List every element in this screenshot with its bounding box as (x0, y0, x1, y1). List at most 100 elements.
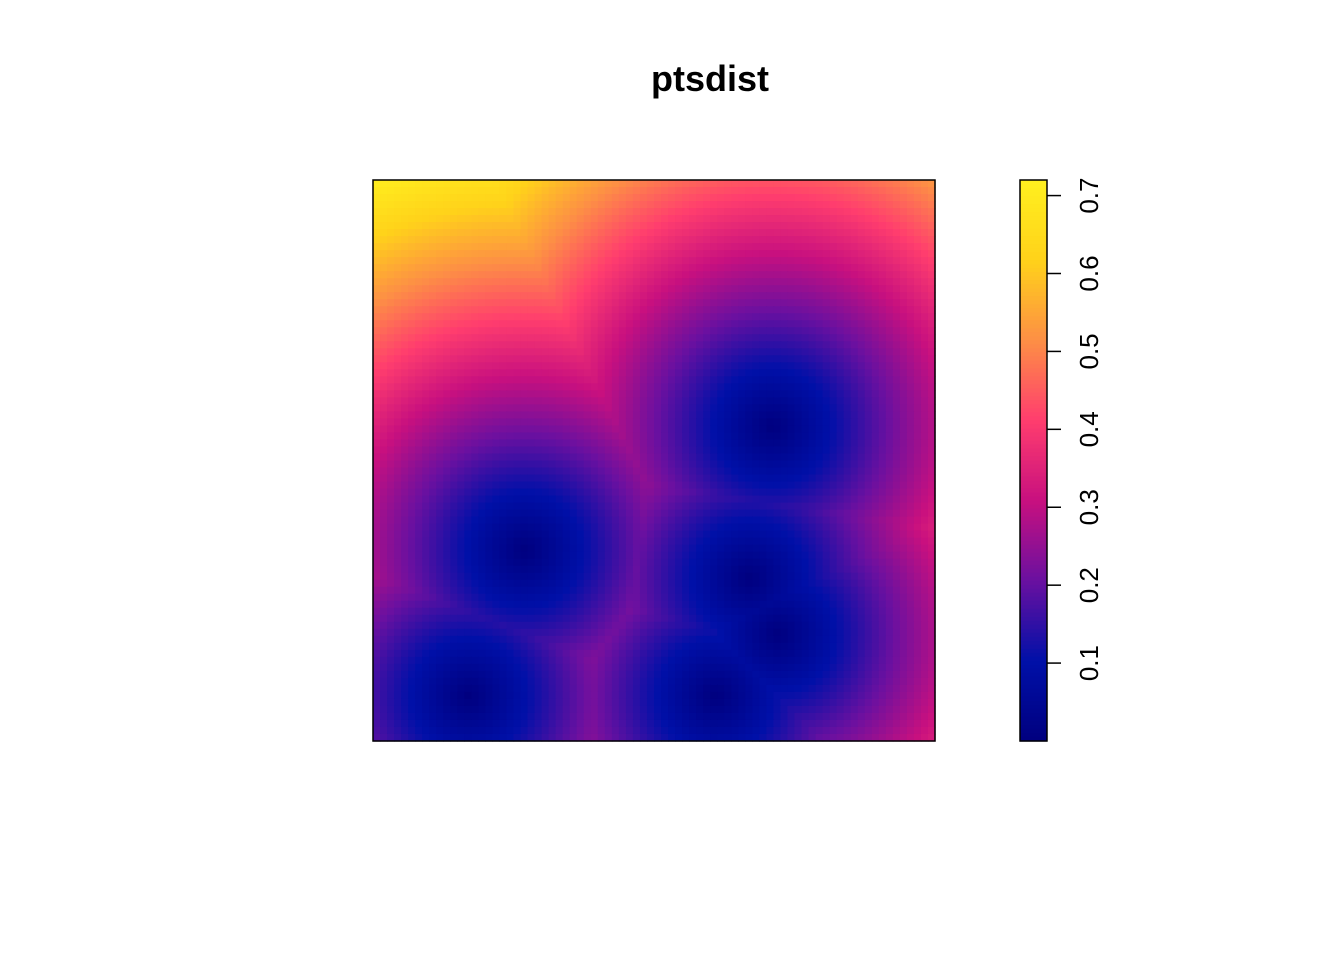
heatmap-cell (373, 306, 381, 314)
heatmap-cell (415, 215, 423, 223)
heatmap-cell (450, 495, 458, 504)
heatmap-cell (541, 264, 550, 272)
heatmap-cell (541, 320, 550, 328)
heatmap-cell (422, 460, 430, 469)
heatmap-cell (548, 607, 557, 616)
heatmap-cell (801, 516, 810, 525)
heatmap-cell (920, 285, 929, 293)
heatmap-cell (808, 467, 817, 476)
heatmap-cell (808, 453, 817, 462)
heatmap-cell (822, 201, 831, 209)
heatmap-cell (520, 285, 529, 293)
heatmap-cell (478, 439, 487, 448)
heatmap-cell (773, 355, 782, 363)
heatmap-cell (885, 530, 894, 539)
heatmap-cell (597, 488, 606, 497)
heatmap-cell (689, 565, 697, 574)
heatmap-cell (682, 180, 690, 188)
heatmap-cell (654, 544, 662, 553)
heatmap-cell (415, 509, 423, 518)
heatmap-cell (808, 502, 817, 511)
heatmap-cell (892, 516, 901, 525)
heatmap-cell (471, 348, 479, 356)
heatmap-cell (745, 243, 753, 251)
heatmap-cell (387, 579, 395, 588)
heatmap-cell (541, 537, 550, 546)
heatmap-cell (429, 250, 437, 258)
heatmap-cell (878, 348, 887, 356)
heatmap-cell (590, 516, 599, 525)
heatmap-cell (696, 250, 704, 258)
heatmap-cell (850, 418, 859, 427)
heatmap-cell (752, 264, 760, 272)
heatmap-cell (731, 194, 739, 202)
heatmap-cell (506, 306, 515, 314)
heatmap-cell (654, 439, 662, 448)
heatmap-cell (710, 320, 718, 328)
heatmap-cell (731, 551, 739, 560)
heatmap-cell (576, 446, 585, 455)
heatmap-cell (738, 600, 746, 609)
heatmap-cell (492, 453, 501, 462)
heatmap-cell (850, 425, 859, 434)
heatmap-cell (555, 614, 564, 623)
heatmap-cell (920, 523, 929, 532)
heatmap-cell (506, 404, 515, 413)
heatmap-cell (380, 264, 388, 272)
heatmap-cell (752, 600, 760, 609)
heatmap-cell (661, 355, 669, 363)
heatmap-cell (478, 306, 487, 314)
heatmap-cell (611, 187, 620, 195)
heatmap-cell (597, 467, 606, 476)
heatmap-cell (787, 271, 796, 279)
heatmap-cell (829, 432, 838, 441)
heatmap-cell (829, 376, 838, 384)
heatmap-cell (892, 565, 901, 574)
heatmap-cell (639, 201, 648, 209)
heatmap-cell (597, 558, 606, 567)
heatmap-cell (843, 313, 852, 321)
heatmap-cell (836, 229, 845, 237)
heatmap-cell (759, 551, 768, 560)
heatmap-cell (717, 180, 725, 188)
heatmap-cell (850, 201, 859, 209)
heatmap-cell (675, 404, 683, 413)
heatmap-cell (534, 572, 543, 581)
heatmap-cell (661, 194, 669, 202)
heatmap-cell (864, 390, 873, 398)
heatmap-cell (394, 278, 402, 286)
heatmap-cell (576, 334, 585, 342)
heatmap-cell (745, 362, 753, 370)
heatmap-cell (780, 313, 789, 321)
heatmap-cell (773, 600, 782, 609)
heatmap-cell (759, 453, 768, 462)
heatmap-cell (401, 369, 409, 377)
heatmap-cell (857, 187, 866, 195)
heatmap-cell (520, 383, 529, 391)
heatmap-cell (429, 495, 437, 504)
heatmap-cell (548, 292, 557, 300)
heatmap-cell (710, 600, 718, 609)
heatmap-cell (696, 439, 704, 448)
heatmap-cell (373, 369, 381, 377)
heatmap-cell (513, 320, 522, 328)
heatmap-cell (808, 537, 817, 546)
heatmap-cell (808, 579, 817, 588)
heatmap-cell (689, 201, 697, 209)
heatmap-cell (632, 341, 641, 349)
heatmap-cell (850, 558, 859, 567)
heatmap-cell (443, 355, 451, 363)
heatmap-cell (857, 418, 866, 427)
heatmap-cell (780, 586, 789, 595)
heatmap-cell (443, 250, 451, 258)
heatmap-cell (394, 334, 402, 342)
heatmap-cell (415, 544, 423, 553)
heatmap-cell (927, 495, 936, 504)
heatmap-cell (415, 565, 423, 574)
heatmap-cell (717, 509, 725, 518)
heatmap-cell (387, 544, 395, 553)
heatmap-cell (485, 348, 494, 356)
heatmap-cell (506, 299, 515, 307)
heatmap-cell (661, 299, 669, 307)
heatmap-cell (794, 334, 803, 342)
